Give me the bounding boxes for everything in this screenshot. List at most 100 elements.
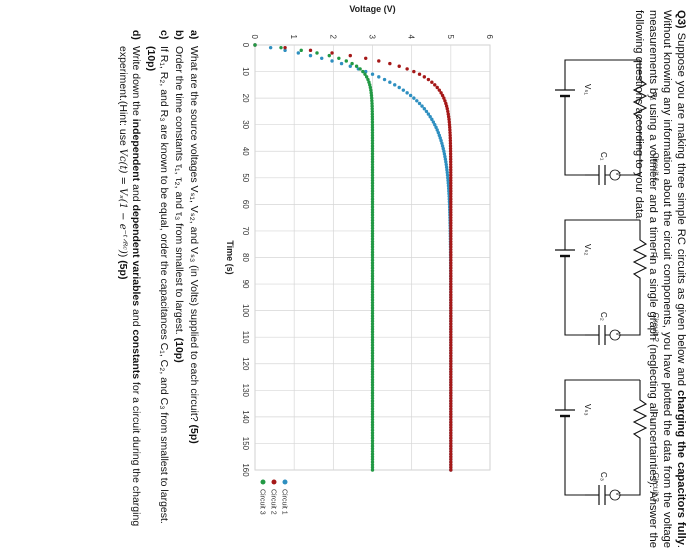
- series-2-point: [449, 415, 453, 419]
- series-3-point: [370, 120, 375, 124]
- series-3-point: [370, 351, 375, 355]
- series-2-point: [449, 380, 453, 385]
- series-2-point: [449, 308, 453, 313]
- series-1-point: [420, 104, 424, 108]
- resistor-1-label: R₁: [649, 92, 658, 101]
- series-3-point: [368, 83, 372, 87]
- legend-marker-2: [271, 479, 277, 485]
- series-2-point: [446, 112, 450, 116]
- series-2-point: [449, 431, 453, 435]
- intro-bold-text: charging the capacitors fully: [675, 390, 687, 545]
- series-2-point: [449, 356, 453, 361]
- series-2-point: [448, 128, 452, 132]
- series-2-point: [426, 77, 431, 82]
- series-1-point: [440, 141, 444, 145]
- series-1-point: [446, 178, 450, 183]
- series-3-point: [370, 255, 375, 260]
- series-1-point: [443, 154, 447, 159]
- series-3-point: [370, 157, 375, 161]
- series-2-point: [449, 207, 453, 212]
- series-2-point: [449, 282, 453, 286]
- series-3-point: [370, 115, 375, 119]
- series-2-point: [439, 91, 443, 95]
- x-tick-label: 120: [241, 357, 250, 371]
- series-2-point: [449, 340, 453, 345]
- series-2-point: [449, 250, 453, 254]
- series-3-point: [370, 444, 375, 448]
- y-tick-label: 1: [289, 35, 298, 40]
- series-2-point: [430, 80, 434, 84]
- series-3-point: [370, 112, 375, 116]
- series-3-point: [370, 107, 374, 111]
- series-2-point: [449, 271, 453, 276]
- series-2-point: [449, 452, 453, 456]
- series-3-point: [370, 346, 375, 350]
- series-3-point: [370, 247, 375, 252]
- y-tick-label: 4: [407, 35, 416, 40]
- series-3-point: [370, 266, 375, 270]
- series-2-point: [449, 354, 453, 358]
- series-1-point: [440, 144, 445, 148]
- series-3-point: [370, 205, 375, 209]
- series-1-point: [442, 149, 446, 153]
- series-3-point: [370, 292, 375, 297]
- series-1-point: [283, 48, 287, 53]
- series-2-point: [448, 146, 453, 151]
- series-2-point: [449, 399, 453, 403]
- series-2-point: [449, 332, 453, 337]
- series-3-point: [370, 165, 375, 169]
- series-3-point: [370, 168, 375, 172]
- series-2-point: [449, 181, 453, 185]
- intro-text-1: Suppose you are making three simple RC c…: [675, 32, 687, 387]
- series-2-point: [449, 306, 453, 310]
- series-3-point: [370, 152, 375, 156]
- series-3-point: [354, 64, 359, 68]
- series-3-point: [370, 245, 375, 249]
- question-list: a) What are the source voltages Vₛ₁, Vₛ₂…: [114, 30, 200, 550]
- question-d-text-a: Write down the: [130, 46, 142, 116]
- series-2-point: [449, 210, 453, 215]
- series-3-point: [370, 393, 375, 398]
- circuit-2-schematic: [555, 219, 648, 345]
- series-3-point: [370, 207, 375, 212]
- series-2-point: [449, 202, 453, 207]
- y-tick-label: 6: [485, 35, 494, 40]
- series-2-point: [449, 311, 453, 315]
- series-3-point: [370, 96, 374, 100]
- series-2-point: [435, 85, 439, 90]
- series-2-point: [448, 125, 452, 130]
- series-2-point: [449, 223, 453, 228]
- series-1-point: [445, 168, 449, 172]
- series-2-point: [449, 263, 453, 268]
- series-3-point: [370, 184, 375, 188]
- series-3-point: [369, 88, 373, 92]
- voltmeter-2-icon: V: [614, 332, 620, 337]
- series-3-point: [370, 218, 375, 223]
- series-2-point: [449, 237, 453, 241]
- series-2-point: [433, 83, 437, 87]
- series-2-point: [442, 96, 446, 100]
- question-c: c) If R₁, R₂, and R₃ are known to be equ…: [144, 30, 170, 550]
- series-2-point: [449, 409, 453, 414]
- series-3-point: [370, 401, 375, 406]
- series-2-point: [449, 287, 453, 292]
- series-3-point: [370, 162, 375, 167]
- series-1-point: [393, 83, 397, 87]
- series-3-point: [370, 279, 375, 284]
- series-3-point: [370, 261, 375, 265]
- series-1-point: [445, 170, 449, 175]
- series-2-point: [348, 53, 352, 58]
- series-1-point: [443, 157, 448, 161]
- circuit-3-schematic: [555, 379, 648, 505]
- x-tick-label: 10: [241, 67, 250, 76]
- series-2-point: [449, 314, 453, 318]
- series-2-point: [449, 176, 453, 180]
- series-1-point: [444, 165, 449, 169]
- series-2-point: [444, 101, 448, 106]
- series-3-point: [370, 213, 375, 217]
- series-2-point: [448, 152, 453, 156]
- x-tick-label: 140: [241, 410, 250, 424]
- series-1-point: [408, 93, 413, 98]
- series-2-point: [449, 428, 453, 432]
